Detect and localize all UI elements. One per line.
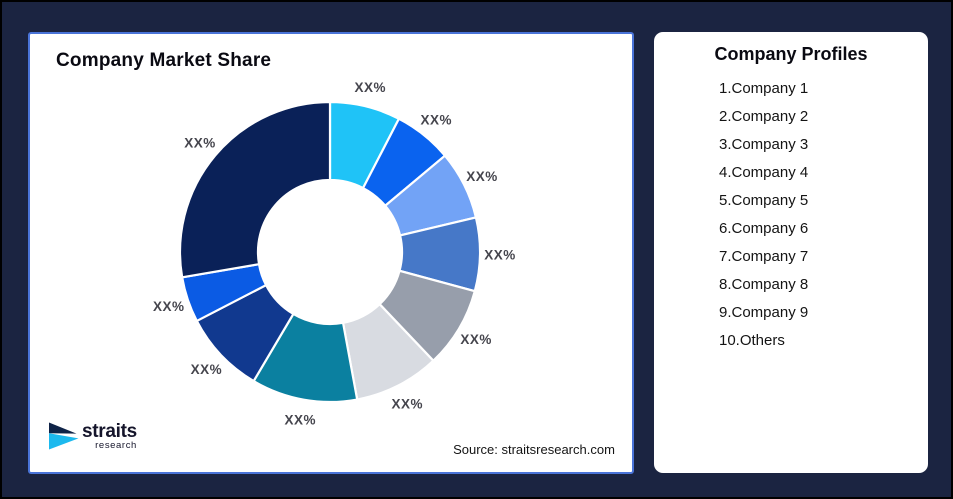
slice-label: XX%: [354, 80, 386, 95]
profiles-panel: Company Profiles 1.Company 1 2.Company 2…: [654, 32, 928, 473]
slice-label: XX%: [153, 299, 185, 314]
logo-icon-top-triangle: [49, 422, 77, 434]
chart-title: Company Market Share: [56, 50, 272, 71]
list-item: 2.Company 2: [719, 108, 809, 125]
list-item: 6.Company 6: [719, 220, 809, 237]
logo-text: straits research: [82, 422, 137, 451]
slice-label: XX%: [191, 362, 223, 377]
list-item: 4.Company 4: [719, 164, 809, 181]
straits-research-logo: straits research: [49, 422, 137, 451]
slice-label: XX%: [484, 248, 516, 263]
list-item: 9.Company 9: [719, 304, 809, 321]
list-item: 10.Others: [719, 332, 785, 349]
donut-slice-others: [178, 100, 332, 279]
slice-label: XX%: [421, 112, 453, 127]
source-text: Source: straitsresearch.com: [453, 442, 615, 457]
logo-icon-bottom-triangle: [49, 433, 79, 450]
list-item: 1.Company 1: [719, 80, 809, 97]
list-item: 7.Company 7: [719, 248, 809, 265]
chart-panel: Company Market Share XX% XX% XX% XX% XX% XX% X…: [28, 32, 634, 474]
logo-sub: research: [95, 440, 137, 451]
slice-label: XX%: [460, 332, 492, 347]
list-item: 5.Company 5: [719, 192, 809, 209]
slice-label: XX%: [466, 169, 498, 184]
logo-icon: [49, 422, 79, 450]
profiles-title: Company Profiles: [714, 44, 868, 64]
slice-label: XX%: [184, 135, 216, 150]
slice-label: XX%: [284, 412, 316, 427]
list-item: 8.Company 8: [719, 276, 809, 293]
list-item: 3.Company 3: [719, 136, 809, 153]
logo-brand: straits: [82, 421, 137, 442]
company-list: 1.Company 1 2.Company 2 3.Company 3 4.Co…: [654, 75, 928, 355]
slice-label: XX%: [391, 397, 423, 412]
donut-chart: XX% XX% XX% XX% XX% XX% XX% XX% XX% XX%: [153, 80, 516, 428]
